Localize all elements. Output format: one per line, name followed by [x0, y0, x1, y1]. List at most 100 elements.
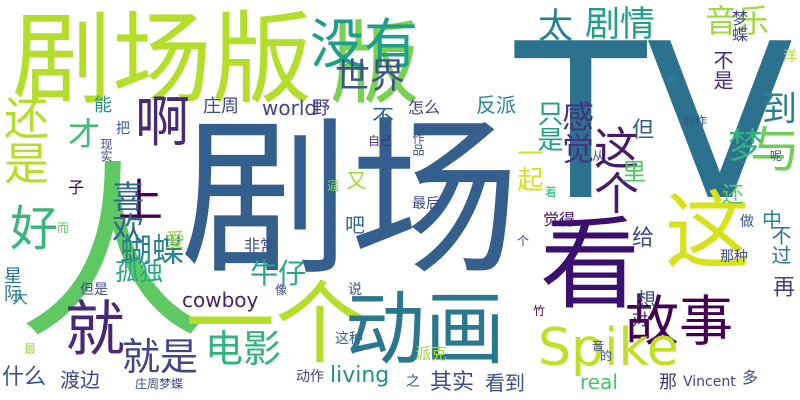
word: 音	[592, 339, 605, 353]
word: 个	[517, 234, 530, 248]
word: 牛仔	[250, 257, 307, 290]
word: Vincent	[683, 374, 736, 390]
word: 那	[656, 372, 677, 390]
word: 之	[406, 374, 420, 390]
word: 做	[740, 214, 754, 230]
word: 怎么	[408, 98, 441, 117]
word: 逼	[327, 179, 340, 193]
word: 星际	[1, 266, 22, 302]
word: 最	[24, 342, 37, 356]
word: 喜欢	[107, 180, 145, 244]
word: 多	[742, 368, 759, 387]
word: 对	[632, 310, 649, 329]
word: 没有	[310, 13, 418, 76]
word: 觉得	[543, 210, 576, 229]
word: 想	[636, 288, 656, 312]
word: 大	[12, 288, 29, 307]
word: 制作	[683, 114, 708, 128]
word: 而	[57, 221, 70, 235]
word: 这个	[586, 125, 639, 215]
word: 子	[68, 178, 85, 197]
word: 就	[65, 295, 125, 365]
word: 最后	[412, 196, 440, 212]
word: 看到	[485, 371, 525, 395]
word: 里	[622, 158, 646, 186]
word: 非常	[244, 236, 277, 255]
word: world	[262, 96, 318, 120]
word: 好	[10, 201, 59, 257]
word: 的	[600, 349, 613, 363]
word: 庄周梦蝶	[135, 377, 184, 391]
word: 人	[18, 144, 209, 365]
word: 更	[666, 74, 679, 88]
word: 作品	[411, 132, 425, 156]
word: 能	[91, 95, 112, 113]
word: 世界	[335, 57, 406, 97]
word: 与	[750, 121, 800, 179]
word: Spike	[538, 318, 679, 378]
word: 动画	[345, 283, 505, 376]
word: 只是	[533, 100, 563, 152]
word: 再	[769, 275, 794, 297]
word: 到	[756, 90, 796, 125]
word: 不	[372, 106, 395, 131]
word: 又	[343, 170, 367, 190]
word: 这种	[335, 331, 363, 347]
word: cowboy	[182, 288, 259, 312]
word: 还	[722, 183, 745, 208]
word: 像	[275, 283, 288, 297]
word: 着	[545, 185, 558, 199]
word: 梦	[728, 127, 764, 167]
word: 电影	[205, 327, 282, 371]
word: 那种	[720, 249, 748, 265]
word: 但是	[80, 282, 108, 298]
word: 其实	[430, 370, 475, 395]
word: 派克	[415, 344, 448, 363]
word: real	[580, 370, 618, 394]
word: 动作	[296, 369, 324, 385]
word: 梦蝶	[729, 10, 748, 42]
word: 把	[116, 121, 130, 137]
word: 说	[348, 282, 362, 298]
word: 现实	[99, 138, 113, 162]
word: TV	[515, 0, 794, 248]
word: 才	[68, 115, 101, 153]
word: 故事	[625, 290, 733, 353]
word: 蝴蝶	[120, 231, 185, 269]
word: 一起	[513, 140, 543, 192]
word: 啊	[135, 90, 191, 154]
word: 上	[118, 174, 164, 227]
word: 一个	[185, 272, 365, 377]
word: 感觉	[557, 100, 595, 164]
word: 中	[762, 208, 782, 232]
word: 渡边	[60, 368, 100, 392]
word: living	[330, 363, 390, 388]
word: 洋	[783, 49, 797, 65]
word: 音乐	[705, 2, 770, 40]
word: 剧情	[585, 5, 656, 45]
word: 竹	[533, 304, 546, 318]
word: 给	[632, 226, 655, 251]
word: 版	[330, 12, 420, 117]
word: 不过	[768, 225, 792, 265]
word: 什么	[2, 365, 47, 390]
word: 剧场	[180, 101, 521, 299]
word: 孤独	[115, 258, 163, 286]
word: 吧	[345, 213, 365, 237]
word: 呢	[770, 149, 783, 163]
word: 从	[592, 149, 605, 163]
word: 反派	[476, 93, 516, 117]
word: 野	[312, 98, 330, 119]
word: 就是	[122, 335, 199, 379]
word: 看	[540, 206, 640, 323]
word: 但	[632, 118, 655, 143]
word: 还是	[0, 95, 49, 185]
word: 太	[538, 7, 574, 47]
word: 自己	[368, 134, 393, 148]
word: 这	[665, 183, 751, 282]
word: 不是	[710, 50, 734, 90]
word: 庄周	[203, 96, 239, 117]
word: 剧场版	[12, 1, 312, 118]
word: 爱	[165, 228, 185, 252]
